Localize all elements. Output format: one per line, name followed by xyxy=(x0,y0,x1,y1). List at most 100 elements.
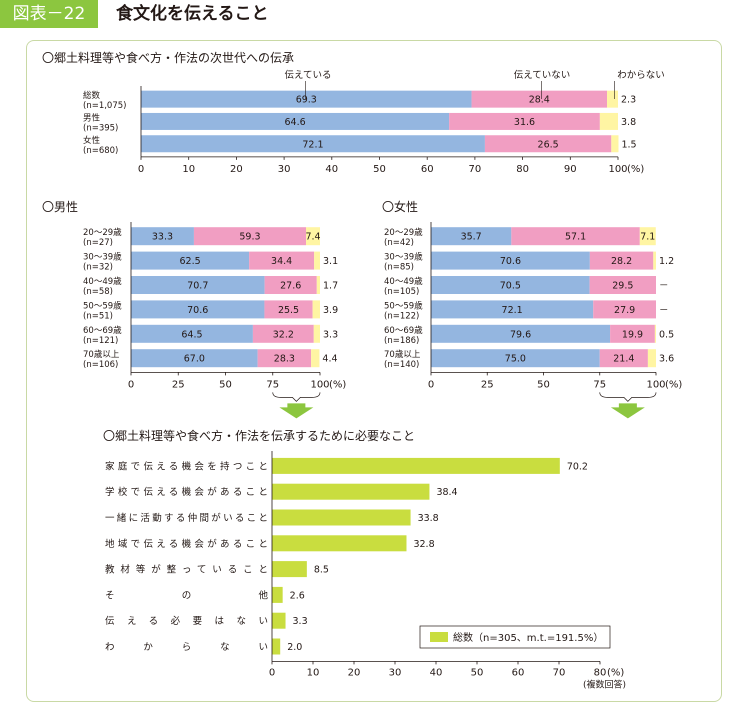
data-label: 70.2 xyxy=(567,461,588,472)
data-label: 70.6 xyxy=(500,256,521,267)
x-tick-label: 100 xyxy=(646,379,665,390)
x-tick-label: 25 xyxy=(481,379,494,390)
category-label: 教材等が整っていること xyxy=(105,564,268,576)
category-label: 20～29歳 xyxy=(384,227,423,238)
x-tick-label: 100 xyxy=(310,379,329,390)
bar-segment xyxy=(193,227,307,246)
bar-segment xyxy=(639,227,656,246)
bar-segment xyxy=(314,251,320,270)
x-tick-label: 100 xyxy=(608,164,627,175)
data-label: 3.8 xyxy=(621,117,636,128)
legend-label: 総数（n=305、m.t.=191.5%） xyxy=(453,631,603,644)
x-tick-label: 20 xyxy=(348,667,361,678)
category-label: 50～59歳 xyxy=(83,300,122,311)
legend-callout-label: わからない xyxy=(617,70,665,81)
bar-segment xyxy=(431,300,594,319)
bar-segment xyxy=(257,349,312,368)
x-tick-label: 80 xyxy=(516,164,529,175)
data-label: 32.2 xyxy=(273,329,294,340)
x-tick-label: 50 xyxy=(471,667,484,678)
data-label: 19.9 xyxy=(622,329,643,340)
data-label: 1.2 xyxy=(659,256,674,267)
bar-segment xyxy=(131,300,265,319)
multiple-answer-note: (複数回答) xyxy=(583,678,626,690)
category-label: 学校で伝える機会があること xyxy=(105,486,268,498)
data-label: 28.2 xyxy=(611,256,632,267)
category-label: 女性 xyxy=(83,135,101,146)
x-tick-label: 0 xyxy=(128,379,134,390)
x-tick-label: 75 xyxy=(266,379,279,390)
bar-segment xyxy=(431,227,512,246)
bar-segment xyxy=(610,324,655,343)
bar-segment xyxy=(131,251,250,270)
data-label: 70.5 xyxy=(500,281,521,292)
category-label: 60～69歳 xyxy=(384,325,423,336)
x-tick-label: 20 xyxy=(230,164,243,175)
bar-segment xyxy=(589,251,654,270)
data-label: 21.4 xyxy=(613,354,634,365)
bar-segment xyxy=(131,276,265,294)
x-tick-label: 60 xyxy=(512,667,525,678)
category-sample-size: (n=27) xyxy=(83,238,113,248)
data-label: 64.6 xyxy=(284,117,305,128)
bar-segment xyxy=(599,349,648,368)
data-label: 70.6 xyxy=(187,305,208,316)
category-sample-size: (n=42) xyxy=(384,238,414,248)
category-label: その他 xyxy=(105,589,268,601)
x-tick-label: 10 xyxy=(182,164,195,175)
category-sample-size: (n=58) xyxy=(83,287,113,297)
category-sample-size: (n=85) xyxy=(384,263,414,273)
category-label: 地域で伝える機会があること xyxy=(105,538,268,550)
data-label: 27.6 xyxy=(280,281,301,292)
x-tick-label: 40 xyxy=(325,164,338,175)
x-tick-label: 50 xyxy=(537,379,550,390)
data-label: － xyxy=(659,281,669,292)
bar-segment xyxy=(131,324,253,343)
x-tick-label: 60 xyxy=(421,164,434,175)
category-sample-size: (n=1,075) xyxy=(83,101,126,111)
data-label: 2.3 xyxy=(621,95,636,106)
category-label: わからない xyxy=(105,642,268,653)
female-arrow-icon xyxy=(610,403,645,419)
x-axis-unit: (%) xyxy=(329,379,346,390)
data-label: 27.9 xyxy=(614,305,635,316)
data-label: 7.1 xyxy=(640,232,655,243)
bar xyxy=(272,483,430,500)
category-sample-size: (n=680) xyxy=(83,146,118,156)
data-label: － xyxy=(659,305,669,316)
category-sample-size: (n=122) xyxy=(384,311,419,321)
data-label: 1.7 xyxy=(323,281,338,292)
category-sample-size: (n=121) xyxy=(83,336,118,346)
category-label: 一緒に活動する仲間がいること xyxy=(105,512,268,524)
data-label: 1.5 xyxy=(621,139,636,150)
bar-segment xyxy=(431,324,611,343)
bar-segment xyxy=(252,324,314,343)
x-axis-unit: (%) xyxy=(607,667,624,678)
data-label: 64.5 xyxy=(181,329,202,340)
bar-segment xyxy=(449,112,600,130)
bar-segment xyxy=(316,276,320,294)
data-label: 3.6 xyxy=(659,354,674,365)
data-label: 70.7 xyxy=(187,281,208,292)
x-tick-label: 70 xyxy=(469,164,482,175)
category-sample-size: (n=105) xyxy=(384,287,419,297)
bar xyxy=(272,457,560,474)
bar xyxy=(272,535,407,552)
bar xyxy=(272,612,286,629)
data-label: 57.1 xyxy=(565,232,586,243)
data-label: 2.6 xyxy=(290,590,305,601)
bar-segment xyxy=(313,324,320,343)
data-label: 3.9 xyxy=(323,305,338,316)
bar-segment xyxy=(647,349,656,368)
category-label: 40～49歳 xyxy=(83,276,122,287)
x-tick-label: 80 xyxy=(594,667,607,678)
data-label: 29.5 xyxy=(612,281,633,292)
data-label: 3.1 xyxy=(323,256,338,267)
x-tick-label: 0 xyxy=(269,667,275,678)
legend-box xyxy=(419,625,611,649)
chart-title: 〇郷土料理等や食べ方・作法の次世代への伝承 xyxy=(42,50,294,65)
data-label: 62.5 xyxy=(179,256,200,267)
data-label: 31.6 xyxy=(514,117,535,128)
category-label: 50～59歳 xyxy=(384,300,423,311)
